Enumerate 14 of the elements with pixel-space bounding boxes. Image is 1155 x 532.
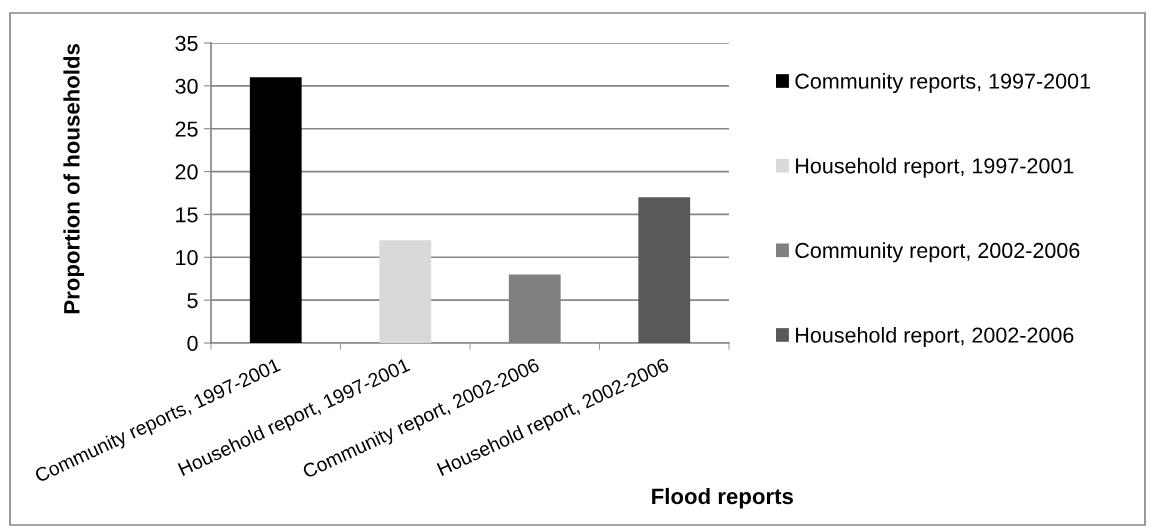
legend-label: Community report, 2002-2006 <box>795 242 1080 263</box>
y-tick-label: 5 <box>187 293 198 309</box>
y-tick-label: 35 <box>175 35 198 52</box>
y-tick-label: 15 <box>176 207 198 223</box>
legend-label: Household report, 1997-2001 <box>796 157 1074 178</box>
y-tick-label: 30 <box>175 78 198 94</box>
y-axis-title: Proportion of households <box>63 44 85 314</box>
y-tick-label: 10 <box>176 250 198 266</box>
legend-label: Household report, 2002-2006 <box>796 326 1074 348</box>
legend-label: Community reports, 1997-2001 <box>795 73 1090 94</box>
y-tick-label: 0 <box>187 335 198 352</box>
x-axis-title: Flood reports <box>652 487 793 509</box>
y-tick-label: 20 <box>175 164 198 180</box>
y-tick-label: 25 <box>175 121 198 137</box>
